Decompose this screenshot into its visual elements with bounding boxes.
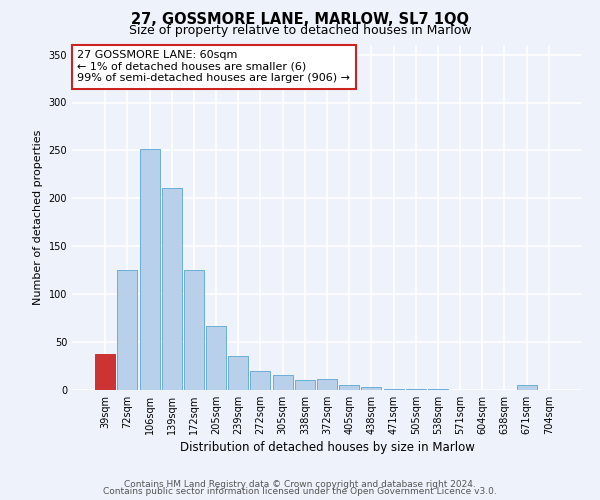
Bar: [406, 389, 426, 390]
Text: Contains HM Land Registry data © Crown copyright and database right 2024.: Contains HM Land Registry data © Crown c…: [124, 480, 476, 489]
Bar: [95, 354, 115, 390]
Text: 27, GOSSMORE LANE, MARLOW, SL7 1QQ: 27, GOSSMORE LANE, MARLOW, SL7 1QQ: [131, 12, 469, 28]
Bar: [317, 380, 337, 390]
Bar: [162, 188, 182, 390]
Text: Contains public sector information licensed under the Open Government Licence v3: Contains public sector information licen…: [103, 487, 497, 496]
Bar: [206, 326, 226, 390]
Bar: [250, 371, 271, 390]
Y-axis label: Number of detached properties: Number of detached properties: [33, 130, 43, 305]
X-axis label: Distribution of detached houses by size in Marlow: Distribution of detached houses by size …: [179, 442, 475, 454]
Bar: [272, 374, 293, 390]
Bar: [361, 387, 382, 390]
Text: Size of property relative to detached houses in Marlow: Size of property relative to detached ho…: [128, 24, 472, 37]
Bar: [295, 380, 315, 390]
Bar: [383, 389, 404, 390]
Bar: [140, 148, 160, 390]
Bar: [339, 385, 359, 390]
Bar: [428, 389, 448, 390]
Bar: [184, 270, 204, 390]
Bar: [228, 356, 248, 390]
Text: 27 GOSSMORE LANE: 60sqm
← 1% of detached houses are smaller (6)
99% of semi-deta: 27 GOSSMORE LANE: 60sqm ← 1% of detached…: [77, 50, 350, 84]
Bar: [118, 270, 137, 390]
Bar: [517, 385, 536, 390]
